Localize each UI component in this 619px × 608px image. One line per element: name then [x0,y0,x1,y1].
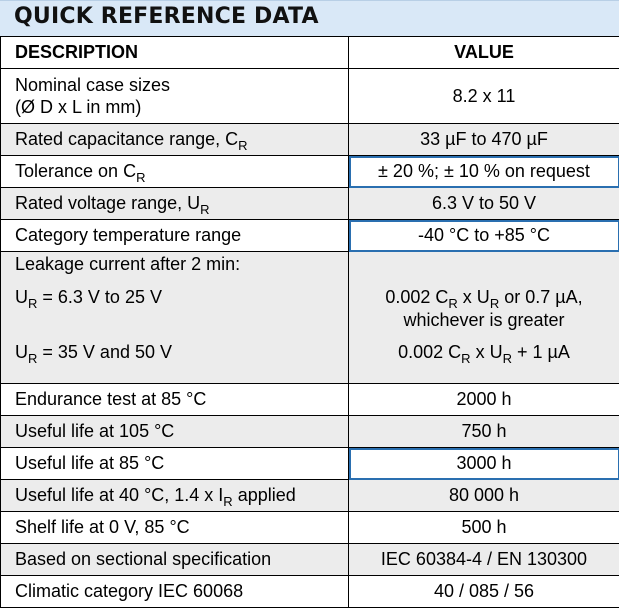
row-value: 6.3 V to 50 V [349,188,619,220]
table-row: Useful life at 105 °C 750 h [1,416,619,448]
row-description: Rated voltage range, UR [1,188,349,220]
table-row: Based on sectional specification IEC 603… [1,544,619,576]
table-row: Rated capacitance range, CR 33 µF to 470… [1,124,619,156]
row-description: Useful life at 105 °C [1,416,349,448]
row-value: 33 µF to 470 µF [349,124,619,156]
table-row: Endurance test at 85 °C 2000 h [1,384,619,416]
table-row: Climatic category IEC 60068 40 / 085 / 5… [1,576,619,608]
row-value: 750 h [349,416,619,448]
row-description: Endurance test at 85 °C [1,384,349,416]
table-row: Rated voltage range, UR 6.3 V to 50 V [1,188,619,220]
table-row: Category temperature range -40 °C to +85… [1,220,619,252]
row-description: Climatic category IEC 60068 [1,576,349,608]
table-row: Useful life at 85 °C 3000 h [1,448,619,480]
leakage-condition-1: UR = 6.3 V to 25 V [15,287,162,308]
row-description: Rated capacitance range, CR [1,124,349,156]
row-description: Useful life at 85 °C [1,448,349,480]
row-value: 0.002 CR x UR or 0.7 µA, whichever is gr… [349,252,619,384]
row-value: 3000 h [349,448,619,480]
table-row: Shelf life at 0 V, 85 °C 500 h [1,512,619,544]
row-value: 40 / 085 / 56 [349,576,619,608]
table-row-leakage: Leakage current after 2 min: UR = 6.3 V … [1,252,619,384]
header-row: DESCRIPTION VALUE [1,37,619,69]
leakage-value-1: 0.002 CR x UR or 0.7 µA, [349,287,619,308]
row-value: 8.2 x 11 [349,69,619,124]
row-value: 2000 h [349,384,619,416]
row-value: -40 °C to +85 °C [349,220,619,252]
row-description: Tolerance on CR [1,156,349,188]
row-description: Based on sectional specification [1,544,349,576]
row-value: ± 20 %; ± 10 % on request [349,156,619,188]
header-description: DESCRIPTION [1,37,349,69]
leakage-heading: Leakage current after 2 min: [15,254,240,275]
quick-reference-table: DESCRIPTION VALUE Nominal case sizes (Ø … [0,36,619,608]
row-description: Category temperature range [1,220,349,252]
title-band: QUICK REFERENCE DATA [0,0,619,36]
row-description: Nominal case sizes (Ø D x L in mm) [1,69,349,124]
header-value: VALUE [349,37,619,69]
table-title: QUICK REFERENCE DATA [14,4,319,29]
table-row: Useful life at 40 °C, 1.4 x IR applied 8… [1,480,619,512]
leakage-value-2: 0.002 CR x UR + 1 µA [349,342,619,363]
row-value: 80 000 h [349,480,619,512]
table-row: Tolerance on CR ± 20 %; ± 10 % on reques… [1,156,619,188]
row-value: IEC 60384-4 / EN 130300 [349,544,619,576]
row-value: 500 h [349,512,619,544]
leakage-condition-2: UR = 35 V and 50 V [15,342,172,363]
row-description: Useful life at 40 °C, 1.4 x IR applied [1,480,349,512]
row-description: Shelf life at 0 V, 85 °C [1,512,349,544]
row-description: Leakage current after 2 min: UR = 6.3 V … [1,252,349,384]
leakage-value-1-line2: whichever is greater [349,310,619,331]
table-row: Nominal case sizes (Ø D x L in mm) 8.2 x… [1,69,619,124]
